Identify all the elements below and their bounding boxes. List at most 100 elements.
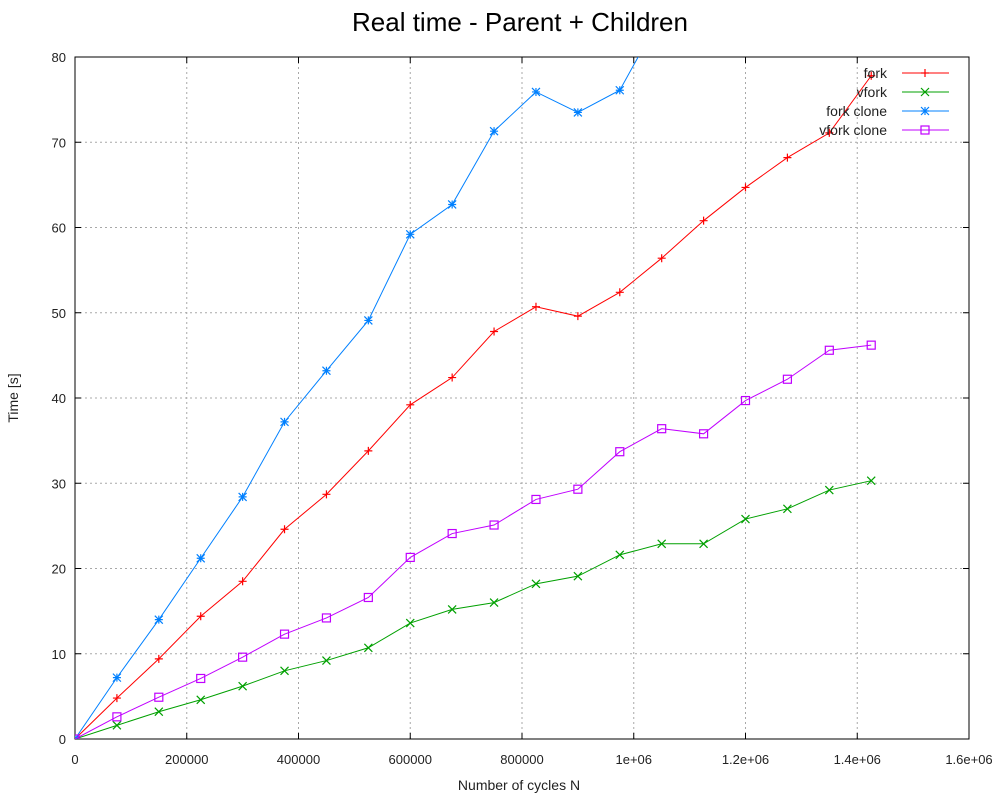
data-point-fork: [490, 327, 499, 336]
data-point-vfork-clone: [196, 673, 206, 684]
y-tick-label: 50: [52, 306, 66, 321]
data-point-fork-clone: [573, 107, 583, 117]
data-point-vfork: [280, 666, 289, 676]
legend-label: vfork clone: [819, 122, 887, 138]
data-point-fork: [531, 302, 540, 311]
series-line-vfork-clone: [75, 344, 872, 739]
legend-entry-fork: fork: [864, 65, 949, 81]
x-tick-label: 1.4e+06: [834, 752, 881, 767]
data-point-vfork: [615, 550, 625, 560]
data-point-fork: [406, 400, 415, 409]
data-point-fork-clone: [615, 85, 625, 95]
y-tick-label: 10: [52, 647, 66, 662]
data-point-vfork: [531, 579, 541, 589]
data-point-vfork: [405, 618, 415, 628]
y-tick-label: 30: [52, 476, 66, 491]
data-point-fork: [783, 153, 792, 162]
x-tick-label: 400000: [277, 752, 320, 767]
y-tick-label: 40: [52, 391, 66, 406]
series-vfork: [75, 476, 876, 739]
data-point-fork: [448, 373, 457, 382]
y-tick-label: 80: [52, 50, 66, 65]
data-point-vfork-clone: [489, 520, 499, 530]
data-point-fork-clone: [154, 615, 164, 625]
data-point-fork: [112, 694, 121, 703]
data-point-fork: [364, 446, 373, 455]
data-point-vfork: [699, 539, 709, 549]
legend-entry-vfork-clone: vfork clone: [819, 122, 949, 138]
data-point-vfork-clone: [531, 494, 541, 505]
data-point-fork: [154, 654, 163, 663]
data-point-fork: [741, 183, 750, 192]
y-tick-label: 60: [52, 221, 66, 236]
chart-title: Real time - Parent + Children: [352, 7, 688, 37]
data-point-vfork: [866, 476, 876, 486]
series-layer: [75, 57, 876, 739]
data-point-vfork: [573, 571, 583, 581]
legend-label: vfork: [857, 84, 888, 100]
data-point-vfork-clone: [447, 528, 457, 539]
data-point-vfork-clone: [782, 374, 793, 384]
x-tick-label: 1.6e+06: [945, 752, 992, 767]
data-point-vfork-clone: [824, 345, 834, 355]
data-point-fork: [196, 612, 205, 621]
series-fork: [75, 71, 876, 739]
data-point-vfork: [112, 720, 122, 730]
data-point-fork-clone: [112, 673, 122, 683]
data-point-fork-clone: [280, 417, 289, 427]
data-point-fork-clone: [363, 315, 373, 325]
data-point-vfork-clone: [154, 692, 164, 702]
data-point-fork: [573, 312, 582, 321]
data-point-vfork: [154, 707, 164, 717]
x-tick-label: 0: [71, 752, 78, 767]
y-axis-label: Time [s]: [5, 373, 21, 422]
data-point-vfork: [447, 604, 457, 614]
legend-label: fork clone: [826, 103, 887, 119]
legend-marker: [920, 87, 930, 97]
data-point-fork: [322, 490, 331, 499]
legend-marker: [921, 69, 929, 77]
x-tick-label: 1.2e+06: [722, 752, 769, 767]
data-point-fork: [238, 577, 247, 586]
series-vfork-clone: [75, 340, 876, 739]
data-point-fork: [657, 254, 666, 263]
data-point-vfork-clone: [363, 592, 373, 603]
data-point-vfork-clone: [615, 447, 625, 457]
data-point-vfork-clone: [321, 613, 332, 623]
legend-label: fork: [864, 65, 888, 81]
data-point-vfork: [363, 643, 373, 653]
axis-ticks: 0 10 20 30 40 50 60 70 80 0 200000 400000 600000 8000…: [52, 50, 993, 767]
data-point-fork-clone: [196, 553, 206, 563]
x-tick-label: 600000: [389, 752, 432, 767]
data-point-fork-clone: [238, 492, 248, 502]
legend-entry-vfork: vfork: [857, 84, 949, 100]
data-point-vfork: [196, 695, 206, 705]
series-line-fork-clone: [75, 57, 639, 739]
data-point-vfork-clone: [657, 424, 667, 434]
data-point-fork: [280, 525, 289, 534]
x-tick-label: 200000: [165, 752, 208, 767]
data-point-fork: [699, 216, 708, 225]
data-point-vfork-clone: [279, 629, 290, 639]
data-point-vfork: [657, 539, 667, 549]
data-point-vfork: [741, 514, 750, 524]
data-point-fork-clone: [489, 126, 499, 136]
data-point-vfork: [489, 598, 499, 608]
data-point-vfork-clone: [866, 340, 876, 350]
data-point-vfork-clone: [740, 395, 751, 406]
data-point-vfork: [782, 504, 792, 514]
data-point-fork-clone: [447, 200, 457, 209]
x-tick-label: 800000: [500, 752, 543, 767]
x-tick-label: 1e+06: [615, 752, 652, 767]
data-point-fork: [825, 128, 834, 137]
data-point-fork: [615, 288, 624, 297]
data-point-fork-clone: [531, 87, 541, 97]
data-point-vfork: [824, 485, 834, 495]
legend-entry-fork-clone: fork clone: [826, 103, 949, 119]
data-point-fork-clone: [405, 229, 415, 239]
data-point-vfork-clone: [698, 429, 709, 439]
data-point-vfork-clone: [238, 652, 248, 662]
data-point-vfork-clone: [405, 552, 415, 563]
series-fork-clone: [75, 57, 639, 739]
